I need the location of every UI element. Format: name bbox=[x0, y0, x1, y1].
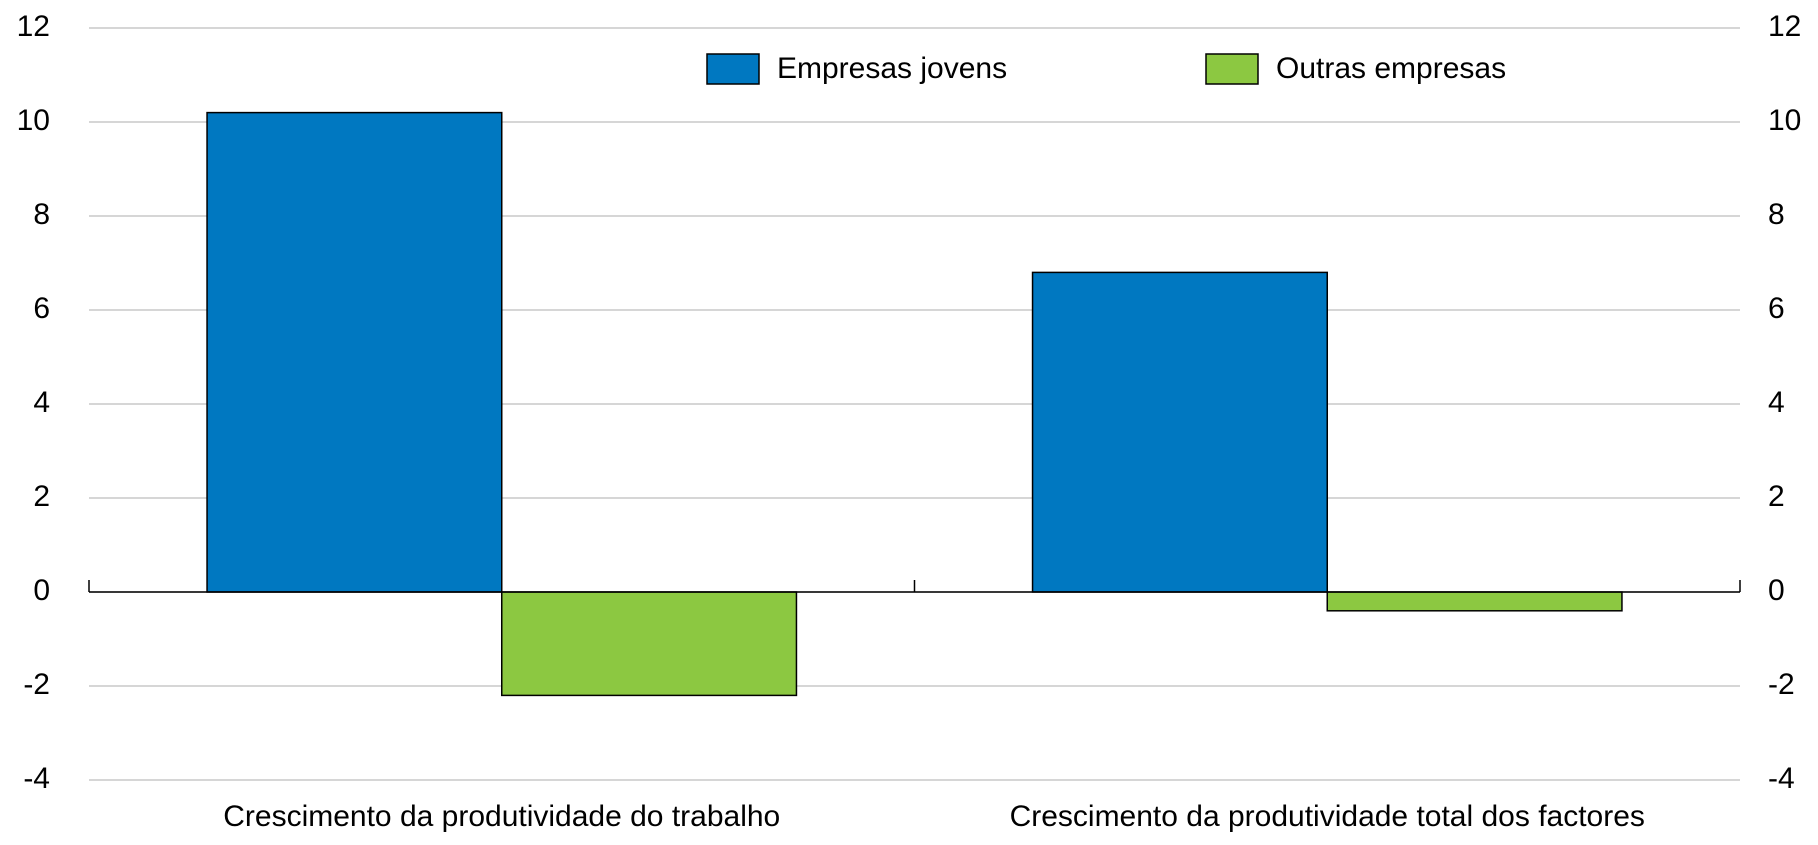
y2-tick-label: 0 bbox=[1768, 574, 1785, 607]
y2-tick-label: 4 bbox=[1768, 386, 1785, 419]
x-tick-label: Crescimento da produtividade do trabalho bbox=[223, 800, 780, 833]
y2-tick-label: 6 bbox=[1768, 292, 1785, 325]
bar bbox=[1326, 591, 1623, 612]
y-tick-label: 2 bbox=[33, 480, 50, 513]
bar bbox=[1031, 271, 1328, 593]
legend-label: Empresas jovens bbox=[777, 52, 1007, 85]
y-tick-label: 0 bbox=[33, 574, 50, 607]
y-tick-label: 6 bbox=[33, 292, 50, 325]
bar bbox=[206, 111, 503, 593]
bar bbox=[501, 591, 798, 697]
y2-tick-label: 12 bbox=[1768, 10, 1801, 43]
x-tick-label: Crescimento da produtividade total dos f… bbox=[1010, 800, 1645, 833]
y-tick-label: -2 bbox=[23, 668, 50, 701]
y-tick-label: 8 bbox=[33, 198, 50, 231]
y-tick-label: -4 bbox=[23, 762, 50, 795]
y2-tick-label: 2 bbox=[1768, 480, 1785, 513]
y2-tick-label: -2 bbox=[1768, 668, 1795, 701]
legend-swatch bbox=[706, 53, 760, 85]
y-tick-label: 12 bbox=[17, 10, 50, 43]
y2-tick-label: -4 bbox=[1768, 762, 1795, 795]
legend-label: Outras empresas bbox=[1276, 52, 1506, 85]
y-tick-label: 10 bbox=[17, 104, 50, 137]
y2-tick-label: 8 bbox=[1768, 198, 1785, 231]
y2-tick-label: 10 bbox=[1768, 104, 1801, 137]
y-tick-label: 4 bbox=[33, 386, 50, 419]
legend-swatch bbox=[1205, 53, 1259, 85]
